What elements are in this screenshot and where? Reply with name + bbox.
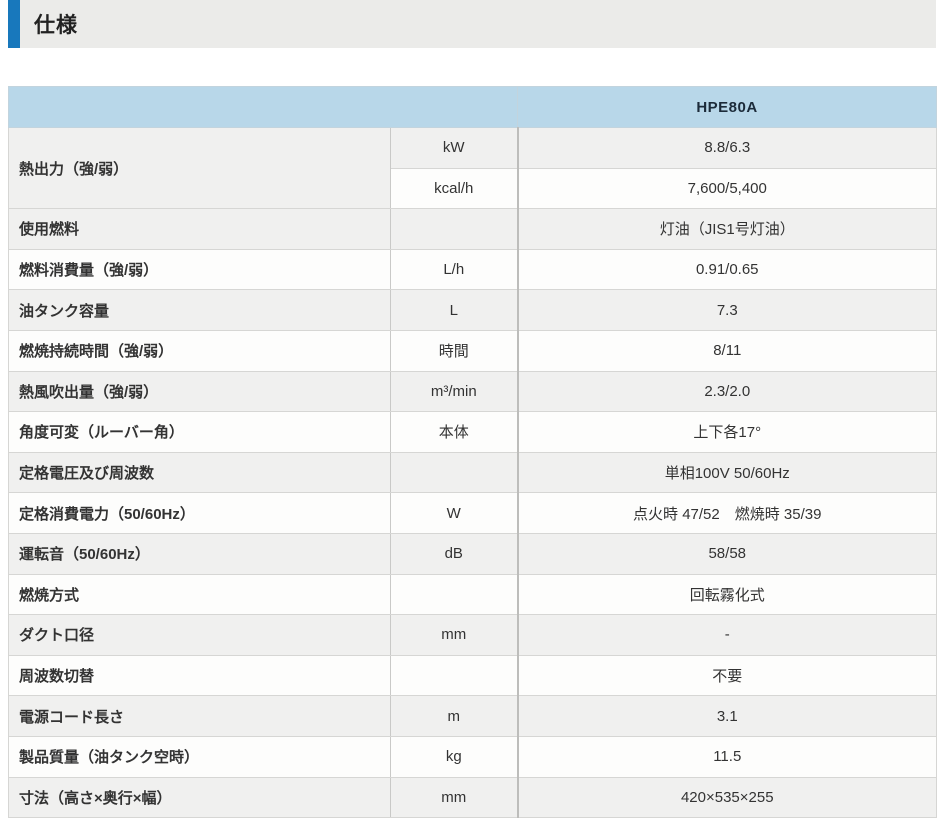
spec-item-label: 燃料消費量（強/弱）	[8, 248, 391, 291]
spec-item-label: 角度可変（ルーバー角）	[8, 411, 391, 453]
spec-row: 熱出力（強/弱） kW 8.8/6.3	[8, 126, 937, 210]
spec-row: 運転音（50/60Hz） dB 58/58	[8, 532, 937, 575]
spec-unit	[390, 573, 519, 616]
spec-unit	[390, 451, 519, 494]
spec-item-label: ダクト口径	[8, 614, 391, 656]
spec-unit: mm	[390, 614, 519, 656]
section-title-band: 仕様	[8, 0, 936, 48]
spec-item-label: 定格電圧及び周波数	[8, 451, 391, 494]
spec-row: 角度可変（ルーバー角） 本体 上下各17°	[8, 411, 937, 453]
spec-item-label: 熱風吹出量（強/弱）	[8, 370, 391, 413]
spec-unit: kW	[390, 127, 519, 169]
spec-item-label: 製品質量（油タンク空時）	[8, 735, 391, 778]
spec-row: 製品質量（油タンク空時） kg 11.5	[8, 735, 937, 778]
spec-value: 7,600/5,400	[517, 167, 937, 210]
spec-value: 不要	[517, 654, 937, 697]
model-name: HPE80A	[517, 86, 937, 128]
spec-item-label: 使用燃料	[8, 208, 391, 250]
spec-value: 7.3	[517, 289, 937, 331]
spec-item-label: 定格消費電力（50/60Hz）	[8, 492, 391, 534]
spec-item-label: 燃焼方式	[8, 573, 391, 616]
section-title: 仕様	[34, 14, 78, 37]
spec-row: 油タンク容量 L 7.3	[8, 289, 937, 331]
spec-value: 3.1	[517, 695, 937, 737]
spec-header-row: HPE80A	[8, 86, 937, 128]
spec-value: 420×535×255	[517, 776, 937, 819]
spec-row: 定格電圧及び周波数 単相100V 50/60Hz	[8, 451, 937, 494]
spec-value: 回転霧化式	[517, 573, 937, 616]
spec-unit: dB	[390, 532, 519, 575]
spec-item-label: 運転音（50/60Hz）	[8, 532, 391, 575]
spec-item-label: 寸法（高さ×奥行×幅）	[8, 776, 391, 819]
spec-item-label: 周波数切替	[8, 654, 391, 697]
spec-unit: L/h	[390, 248, 519, 291]
spec-value: 2.3/2.0	[517, 370, 937, 413]
spec-unit: m³/min	[390, 370, 519, 413]
spec-value: 8/11	[517, 329, 937, 372]
spec-item-label: 熱出力（強/弱）	[8, 126, 391, 210]
spec-value: 上下各17°	[517, 411, 937, 453]
spec-value: 単相100V 50/60Hz	[517, 451, 937, 494]
spec-row: 使用燃料 灯油（JIS1号灯油）	[8, 208, 937, 250]
spec-row: kcal/h 7,600/5,400	[9, 167, 937, 210]
spec-value: 58/58	[517, 532, 937, 575]
spec-unit: 時間	[390, 329, 519, 372]
spec-value: 0.91/0.65	[517, 248, 937, 291]
spec-unit: 本体	[390, 411, 519, 453]
spec-unit	[390, 208, 519, 250]
spec-value: 灯油（JIS1号灯油）	[517, 208, 937, 250]
spec-value: -	[517, 614, 937, 656]
spec-row: 熱風吹出量（強/弱） m³/min 2.3/2.0	[8, 370, 937, 413]
spec-row: 電源コード長さ m 3.1	[8, 695, 937, 737]
spec-unit: kg	[390, 735, 519, 778]
spec-row: 燃焼方式 回転霧化式	[8, 573, 937, 616]
spec-table-container: HPE80A 熱出力（強/弱） kW 8.8/6.3 kcal/h 7,600/5,40…	[8, 86, 937, 819]
spec-row: 燃料消費量（強/弱） L/h 0.91/0.65	[8, 248, 937, 291]
spec-row: 燃焼持続時間（強/弱） 時間 8/11	[8, 329, 937, 372]
spec-item-label: 電源コード長さ	[8, 695, 391, 737]
spec-value: 点火時 47/52 燃焼時 35/39	[517, 492, 937, 534]
spec-item-label: 燃焼持続時間（強/弱）	[8, 329, 391, 372]
spec-row: ダクト口径 mm -	[8, 614, 937, 656]
spec-table: HPE80A 熱出力（強/弱） kW 8.8/6.3 kcal/h 7,600/5,40…	[8, 86, 937, 819]
spec-item-label: 油タンク容量	[8, 289, 391, 331]
spec-row: 寸法（高さ×奥行×幅） mm 420×535×255	[8, 776, 937, 819]
spec-unit	[390, 654, 519, 697]
spec-unit: W	[390, 492, 519, 534]
spec-unit: mm	[390, 776, 519, 819]
spec-value: 11.5	[517, 735, 937, 778]
spec-header-empty-cell	[8, 86, 518, 128]
spec-unit: m	[390, 695, 519, 737]
spec-table-body: HPE80A 熱出力（強/弱） kW 8.8/6.3 kcal/h 7,600/5,40…	[8, 86, 937, 819]
accent-bar	[8, 0, 20, 48]
spec-unit: kcal/h	[390, 167, 519, 210]
spec-unit: L	[390, 289, 519, 331]
spec-row: 周波数切替 不要	[8, 654, 937, 697]
spec-row: 定格消費電力（50/60Hz） W 点火時 47/52 燃焼時 35/39	[8, 492, 937, 534]
spec-value: 8.8/6.3	[517, 127, 937, 169]
